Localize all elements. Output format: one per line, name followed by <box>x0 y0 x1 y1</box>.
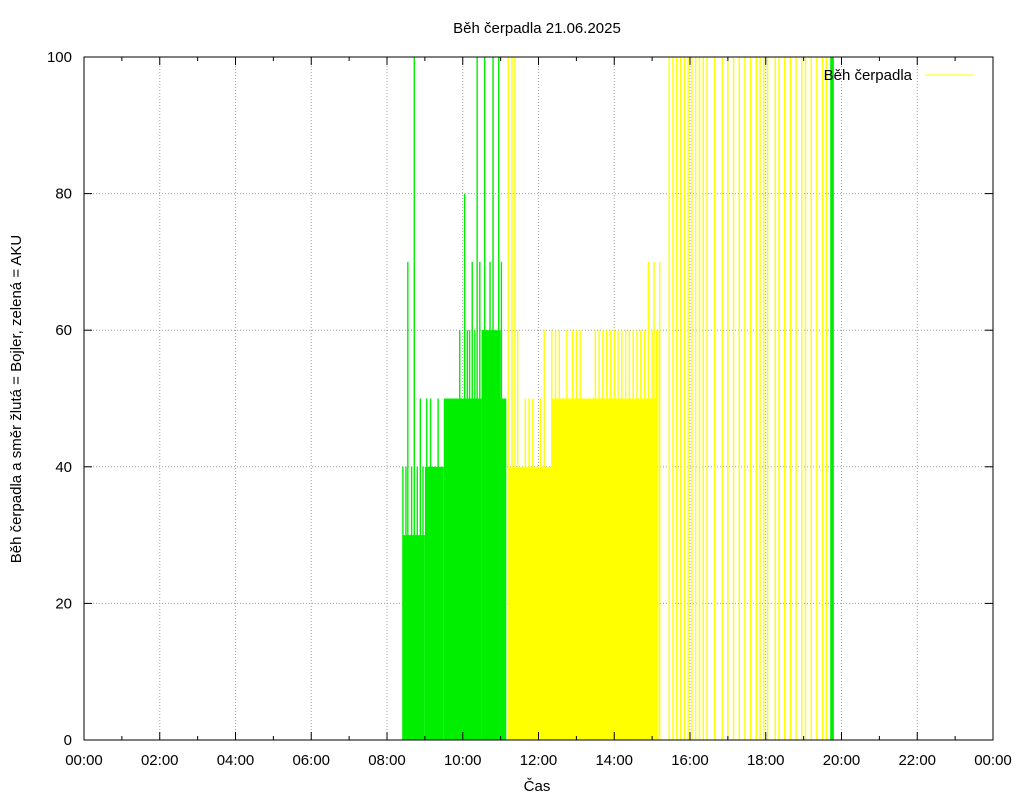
x-tick-label: 22:00 <box>898 752 936 769</box>
y-tick-label: 80 <box>55 186 72 203</box>
x-axis-label: Čas <box>524 778 551 795</box>
x-tick-label: 14:00 <box>595 752 633 769</box>
x-tick-label: 18:00 <box>747 752 785 769</box>
x-tick-label: 20:00 <box>823 752 861 769</box>
x-tick-label: 00:00 <box>974 752 1012 769</box>
data-layer <box>402 57 834 740</box>
series-0 <box>507 57 828 740</box>
y-tick-label: 20 <box>55 595 72 612</box>
x-tick-label: 12:00 <box>520 752 558 769</box>
series-1 <box>402 57 834 740</box>
y-tick-label: 40 <box>55 459 72 476</box>
y-tick-label: 60 <box>55 322 72 339</box>
x-tick-label: 08:00 <box>368 752 406 769</box>
bar-block <box>508 466 520 740</box>
x-tick-label: 04:00 <box>217 752 255 769</box>
x-tick-label: 02:00 <box>141 752 179 769</box>
y-tick-label: 0 <box>64 732 72 749</box>
y-axis-label: Běh čerpadla a směr žlutá = Bojler, zele… <box>8 235 25 564</box>
x-tick-label: 10:00 <box>444 752 482 769</box>
tick-layer: 00:00 02:00 04:00 06:00 08:00 10:00 12:00 14:00… <box>47 49 1012 769</box>
bar-block <box>551 398 581 740</box>
legend-label: Běh čerpadla <box>824 67 913 84</box>
x-tick-label: 16:00 <box>671 752 709 769</box>
chart-title: Běh čerpadla 21.06.2025 <box>453 20 621 37</box>
y-tick-label: 100 <box>47 49 72 66</box>
x-tick-label: 06:00 <box>292 752 330 769</box>
bar-block <box>519 466 552 740</box>
legend: Běh čerpadla <box>824 67 974 84</box>
x-tick-label: 00:00 <box>65 752 103 769</box>
bar-block <box>500 398 507 740</box>
